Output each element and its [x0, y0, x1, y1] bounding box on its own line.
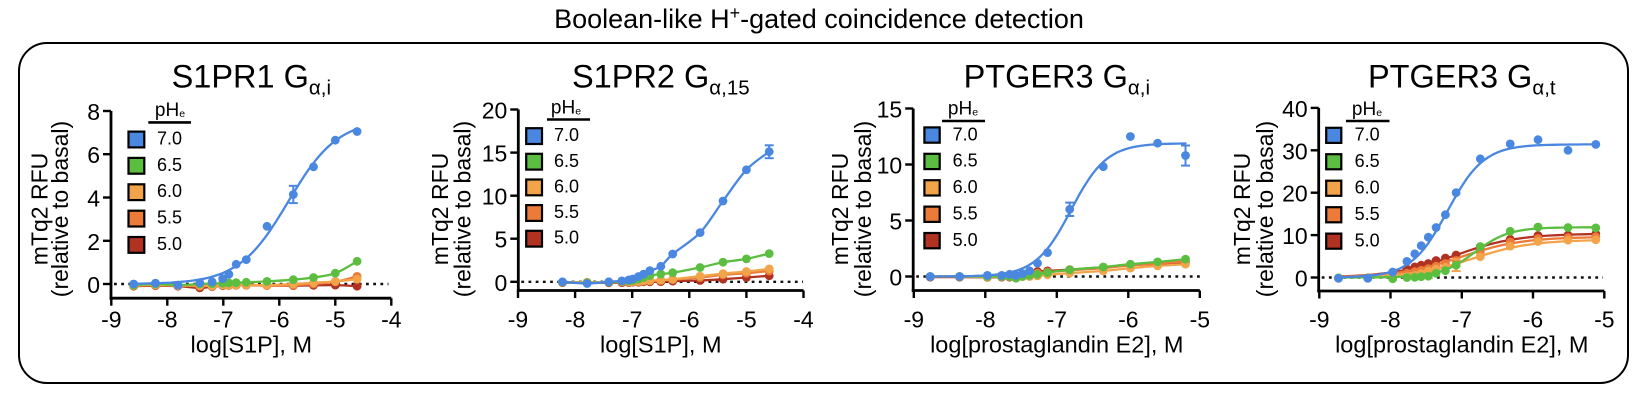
svg-text:-5: -5 — [325, 307, 345, 333]
svg-text:-4: -4 — [793, 307, 814, 333]
svg-text:(relative to basal): (relative to basal) — [450, 121, 476, 297]
svg-text:2: 2 — [87, 229, 100, 255]
svg-text:-9: -9 — [1309, 307, 1329, 333]
svg-text:-8: -8 — [975, 307, 995, 333]
svg-text:7.0: 7.0 — [953, 124, 978, 144]
svg-text:-7: -7 — [213, 307, 233, 333]
svg-text:(relative to basal): (relative to basal) — [47, 121, 73, 297]
svg-text:-5: -5 — [1594, 307, 1614, 333]
svg-text:0: 0 — [1295, 266, 1308, 292]
svg-text:-8: -8 — [1380, 307, 1400, 333]
svg-text:5.5: 5.5 — [1355, 204, 1380, 224]
svg-text:15: 15 — [877, 97, 903, 123]
svg-text:pHe: pHe — [551, 97, 581, 118]
svg-text:-7: -7 — [622, 307, 642, 333]
svg-text:6.0: 6.0 — [1355, 178, 1380, 198]
svg-text:0: 0 — [889, 265, 902, 291]
svg-text:6.0: 6.0 — [953, 177, 978, 197]
svg-text:pHe: pHe — [1352, 99, 1382, 120]
svg-text:-8: -8 — [565, 307, 585, 333]
svg-text:6.5: 6.5 — [554, 151, 579, 171]
svg-text:-6: -6 — [1523, 307, 1543, 333]
svg-text:(relative to basal): (relative to basal) — [1252, 121, 1278, 297]
svg-text:7.0: 7.0 — [1355, 125, 1380, 145]
svg-text:4: 4 — [87, 186, 100, 212]
svg-text:5.5: 5.5 — [953, 204, 978, 224]
svg-text:5.0: 5.0 — [157, 234, 182, 254]
svg-text:mTq2 RFU: mTq2 RFU — [1229, 153, 1255, 265]
svg-text:-7: -7 — [1452, 307, 1472, 333]
svg-text:20: 20 — [1282, 181, 1308, 207]
svg-text:PTGER3 Gα,t: PTGER3 Gα,t — [1368, 59, 1556, 100]
svg-text:pHe: pHe — [948, 99, 978, 120]
svg-text:0: 0 — [495, 270, 508, 296]
svg-text:-6: -6 — [269, 307, 289, 333]
svg-text:20: 20 — [482, 98, 508, 124]
svg-text:6.0: 6.0 — [157, 181, 182, 201]
svg-text:5: 5 — [495, 227, 508, 253]
svg-text:PTGER3 Gα,i: PTGER3 Gα,i — [964, 59, 1150, 100]
svg-text:-9: -9 — [904, 307, 924, 333]
svg-text:mTq2 RFU: mTq2 RFU — [427, 153, 453, 265]
svg-text:6.5: 6.5 — [157, 155, 182, 175]
svg-text:log[prostaglandin E2], M: log[prostaglandin E2], M — [930, 332, 1183, 358]
svg-text:0: 0 — [87, 272, 100, 298]
svg-text:pHe: pHe — [155, 100, 185, 121]
svg-text:-6: -6 — [1118, 307, 1138, 333]
svg-text:40: 40 — [1282, 96, 1308, 122]
svg-text:6.0: 6.0 — [554, 176, 579, 196]
svg-text:7.0: 7.0 — [554, 125, 579, 145]
svg-text:-5: -5 — [736, 307, 756, 333]
svg-text:-9: -9 — [508, 307, 528, 333]
svg-text:S1PR2 Gα,15: S1PR2 Gα,15 — [572, 59, 750, 100]
svg-text:5.5: 5.5 — [157, 208, 182, 228]
svg-text:mTq2 RFU: mTq2 RFU — [27, 153, 53, 265]
svg-text:8: 8 — [87, 99, 100, 125]
svg-text:6.5: 6.5 — [1355, 151, 1380, 171]
svg-text:mTq2 RFU: mTq2 RFU — [827, 153, 853, 265]
svg-text:log[S1P], M: log[S1P], M — [191, 332, 312, 358]
svg-text:6.5: 6.5 — [953, 151, 978, 171]
svg-text:6: 6 — [87, 142, 100, 168]
svg-text:5: 5 — [889, 209, 902, 235]
svg-text:(relative to basal): (relative to basal) — [850, 121, 876, 297]
svg-text:5.5: 5.5 — [554, 202, 579, 222]
svg-text:S1PR1 Gα,i: S1PR1 Gα,i — [172, 59, 331, 100]
svg-text:log[S1P], M: log[S1P], M — [600, 332, 721, 358]
svg-text:-8: -8 — [157, 307, 177, 333]
svg-text:-5: -5 — [1190, 307, 1210, 333]
svg-text:-7: -7 — [1047, 307, 1067, 333]
svg-text:10: 10 — [1282, 223, 1308, 249]
svg-text:Boolean-like H+-gated coincide: Boolean-like H+-gated coincidence detect… — [554, 3, 1084, 34]
svg-text:10: 10 — [877, 153, 903, 179]
svg-text:5.0: 5.0 — [953, 230, 978, 250]
svg-text:-6: -6 — [679, 307, 699, 333]
svg-text:5.0: 5.0 — [1355, 231, 1380, 251]
svg-text:log[prostaglandin E2], M: log[prostaglandin E2], M — [1335, 332, 1588, 358]
svg-text:10: 10 — [482, 184, 508, 210]
svg-text:30: 30 — [1282, 138, 1308, 164]
svg-text:5.0: 5.0 — [554, 228, 579, 248]
svg-text:7.0: 7.0 — [157, 129, 182, 149]
svg-text:-4: -4 — [381, 307, 402, 333]
svg-text:15: 15 — [482, 141, 508, 167]
svg-text:-9: -9 — [101, 307, 121, 333]
